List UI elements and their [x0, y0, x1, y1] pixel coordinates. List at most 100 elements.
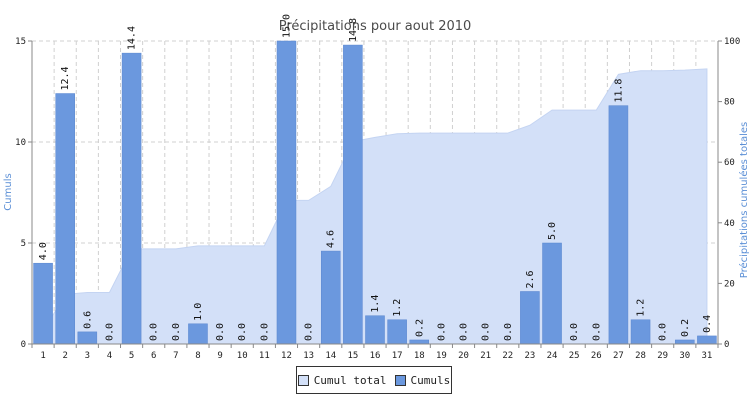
data-label: 0.0 — [304, 323, 315, 341]
data-label: 0.0 — [259, 323, 270, 341]
data-label: 15.0 — [281, 14, 292, 38]
data-label: 0.0 — [658, 323, 669, 341]
y-tick-label: 0 — [21, 340, 26, 350]
x-tick-label: 13 — [303, 351, 314, 361]
data-label: 1.2 — [636, 299, 647, 317]
legend-item-cumuls: Cumuls — [394, 373, 451, 387]
chart-title: Précipitations pour aout 2010 — [279, 19, 472, 34]
x-tick-label: 29 — [657, 351, 668, 361]
bar-day-1 — [33, 262, 53, 345]
cumulative-area-layer — [42, 68, 708, 345]
y2-tick-label: 80 — [724, 98, 735, 108]
data-label: 0.2 — [414, 319, 425, 337]
data-label: 0.0 — [591, 323, 602, 341]
x-tick-label: 19 — [436, 351, 447, 361]
bar-day-15 — [343, 44, 363, 345]
x-tick-label: 17 — [392, 351, 403, 361]
x-tick-label: 10 — [237, 351, 248, 361]
y2-tick-label: 0 — [724, 340, 729, 350]
data-label: 1.0 — [193, 303, 204, 321]
legend-swatch-cumul-total — [297, 374, 309, 386]
data-label: 1.2 — [392, 299, 403, 317]
bar-day-2 — [55, 93, 75, 345]
x-tick-label: 7 — [173, 351, 178, 361]
y2-axis-label: Précipitations cumulées totales — [738, 122, 750, 279]
data-label: 5.0 — [547, 222, 558, 240]
x-tick-label: 5 — [129, 351, 134, 361]
bar-day-17 — [387, 319, 407, 345]
x-tick-label: 8 — [195, 351, 200, 361]
x-tick-label: 16 — [370, 351, 381, 361]
area-cumul-total — [42, 68, 708, 345]
bar-day-27 — [608, 105, 629, 345]
x-tick-label: 30 — [679, 351, 690, 361]
x-tick-label: 1 — [40, 351, 45, 361]
x-tick-label: 6 — [151, 351, 156, 361]
data-label: 0.0 — [215, 323, 226, 341]
bar-day-23 — [520, 291, 540, 345]
x-tick-label: 9 — [217, 351, 222, 361]
data-label: 0.0 — [503, 323, 514, 341]
x-tick-label: 2 — [62, 351, 67, 361]
x-tick-label: 12 — [281, 351, 292, 361]
data-label: 0.4 — [702, 315, 713, 333]
data-label: 12.4 — [60, 66, 71, 90]
x-tick-label: 11 — [259, 351, 270, 361]
data-label: 0.0 — [569, 323, 580, 341]
bar-day-5 — [121, 52, 142, 345]
data-labels: 4.0 12.4 0.6 0.0 14.4 0.0 0.0 1.0 0.0 0.0 0.0 15.0 0… — [38, 14, 713, 341]
x-tick-label: 20 — [458, 351, 469, 361]
bar-day-24 — [542, 242, 562, 345]
data-label: 14.8 — [348, 18, 359, 42]
data-label: 14.4 — [127, 26, 138, 50]
y-tick-label: 15 — [15, 37, 26, 47]
y-axis-label: Cumuls — [3, 173, 14, 210]
data-label: 0.0 — [459, 323, 470, 341]
bar-day-28 — [630, 319, 651, 345]
bar-day-14 — [320, 250, 341, 345]
y-tick-label: 10 — [15, 138, 26, 148]
y2-tick-label: 60 — [724, 158, 735, 168]
y2-tick-label: 20 — [724, 279, 735, 289]
x-tick-label: 23 — [524, 351, 535, 361]
bar-day-12 — [276, 40, 297, 345]
x-tick-label: 27 — [613, 351, 624, 361]
data-label: 11.8 — [613, 79, 624, 103]
bar-day-16 — [365, 315, 385, 345]
bar-day-3 — [77, 331, 98, 345]
data-label: 0.0 — [481, 323, 492, 341]
x-tick-label: 3 — [85, 351, 90, 361]
bar-day-18 — [409, 339, 430, 345]
x-tick-label: 24 — [547, 351, 558, 361]
x-tick-label: 4 — [107, 351, 112, 361]
x-tick-label: 22 — [502, 351, 513, 361]
x-tick-label: 18 — [414, 351, 425, 361]
x-tick-label: 25 — [569, 351, 580, 361]
legend-swatch-cumuls — [394, 374, 406, 386]
legend: Cumul total Cumuls — [296, 366, 452, 394]
x-tick-label: 21 — [480, 351, 491, 361]
x-tick-label: 14 — [325, 351, 336, 361]
legend-item-cumul-total: Cumul total — [297, 373, 387, 387]
bar-day-31 — [697, 335, 717, 345]
data-label: 2.6 — [525, 270, 536, 288]
legend-label-cumuls: Cumuls — [410, 373, 451, 387]
data-label: 0.6 — [82, 311, 93, 329]
x-tick-label: 28 — [635, 351, 646, 361]
bar-day-30 — [675, 339, 695, 345]
data-label: 0.0 — [104, 323, 115, 341]
data-label: 1.4 — [370, 295, 381, 313]
x-tick-label: 31 — [702, 351, 713, 361]
y2-tick-label: 100 — [724, 37, 740, 47]
data-label: 0.0 — [237, 323, 248, 341]
x-tick-label: 26 — [591, 351, 602, 361]
data-label: 4.6 — [326, 230, 337, 248]
data-label: 0.0 — [436, 323, 447, 341]
data-label: 0.2 — [680, 319, 691, 337]
x-tick-label: 15 — [347, 351, 358, 361]
bar-layer — [33, 40, 717, 345]
legend-label-cumul-total: Cumul total — [313, 373, 387, 387]
data-label: 0.0 — [171, 323, 182, 341]
